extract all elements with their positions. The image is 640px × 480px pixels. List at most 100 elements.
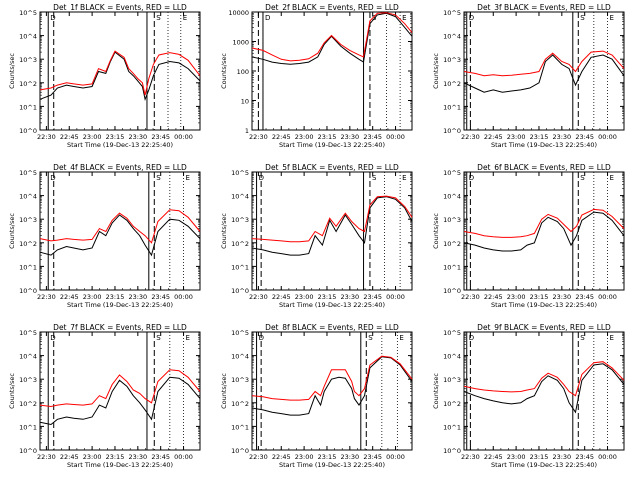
y-tick-label: 10^2 bbox=[231, 240, 249, 248]
x-axis-label: Start Time (19-Dec-13 22:25:40) bbox=[67, 141, 173, 149]
flag-label: E bbox=[399, 334, 403, 342]
plot-frame bbox=[251, 11, 413, 131]
y-tick-label: 10^1 bbox=[443, 423, 461, 431]
y-tick-label: 10^1 bbox=[19, 263, 37, 271]
panel-title: Det_4f BLACK = Events, RED = LLD bbox=[53, 163, 187, 172]
flag-label: S bbox=[156, 334, 161, 342]
flag-label: E bbox=[402, 174, 406, 182]
y-tick-label: 10^4 bbox=[443, 193, 461, 201]
x-tick-label: 23:30 bbox=[552, 133, 571, 141]
x-tick-label: 23:00 bbox=[295, 453, 314, 461]
plot-frame bbox=[39, 11, 201, 131]
x-tick-label: 22:30 bbox=[461, 453, 480, 461]
flag-label: E bbox=[610, 334, 614, 342]
x-tick-label: 00:00 bbox=[174, 293, 193, 301]
y-axis-label: Counts/sec bbox=[432, 373, 440, 409]
flag-label: D bbox=[50, 174, 55, 182]
x-tick-label: 22:30 bbox=[37, 453, 56, 461]
flag-label: D bbox=[50, 14, 55, 22]
series-line-lld bbox=[251, 12, 413, 62]
x-tick-label: 23:45 bbox=[151, 293, 170, 301]
x-tick-label: 00:00 bbox=[598, 293, 617, 301]
plot-frame bbox=[463, 171, 625, 291]
y-tick-label: 10^0 bbox=[443, 287, 461, 295]
x-tick-label: 22:30 bbox=[461, 133, 480, 141]
panel-title: Det_5f BLACK = Events, RED = LLD bbox=[265, 163, 399, 172]
x-tick-label: 23:15 bbox=[106, 293, 125, 301]
y-tick-label: 10^4 bbox=[231, 353, 249, 361]
y-tick-label: 10^4 bbox=[19, 33, 37, 41]
y-tick-label: 10^0 bbox=[19, 447, 37, 455]
y-tick-label: 10^3 bbox=[231, 216, 249, 224]
panel-title: Det_3f BLACK = Events, RED = LLD bbox=[477, 3, 611, 12]
y-tick-label: 10^4 bbox=[443, 33, 461, 41]
x-tick-label: 23:15 bbox=[318, 133, 337, 141]
x-tick-label: 00:00 bbox=[598, 133, 617, 141]
x-tick-label: 23:00 bbox=[507, 453, 526, 461]
series-line-events bbox=[39, 51, 201, 102]
y-tick-label: 10^2 bbox=[19, 240, 37, 248]
x-axis-label: Start Time (19-Dec-13 22:25:40) bbox=[279, 301, 385, 309]
x-tick-label: 22:45 bbox=[484, 133, 503, 141]
panel-det-4f: Det_4f BLACK = Events, RED = LLD 10^0 10^1… bbox=[8, 163, 201, 309]
y-tick-label: 10^5 bbox=[19, 169, 37, 177]
x-tick-label: 00:00 bbox=[174, 133, 193, 141]
panel-det-2f: Det_2f BLACK = Events, RED = LLD 1 10 100 10… bbox=[220, 3, 413, 149]
series-line-lld bbox=[251, 195, 413, 243]
y-tick-label: 1000 bbox=[232, 39, 249, 47]
y-tick-label: 10^2 bbox=[19, 400, 37, 408]
y-tick-label: 10^1 bbox=[231, 263, 249, 271]
x-axis-label: Start Time (19-Dec-13 22:25:40) bbox=[279, 461, 385, 469]
x-tick-label: 23:45 bbox=[575, 453, 594, 461]
y-tick-label: 10^4 bbox=[443, 353, 461, 361]
y-tick-label: 10 bbox=[241, 98, 249, 106]
x-tick-label: 23:45 bbox=[151, 453, 170, 461]
flag-label: D bbox=[259, 334, 264, 342]
x-tick-label: 23:30 bbox=[552, 293, 571, 301]
y-tick-label: 10^5 bbox=[19, 9, 37, 17]
series-line-lld bbox=[39, 369, 201, 408]
y-tick-label: 100 bbox=[237, 68, 249, 76]
panel-det-1f: Det_1f BLACK = Events, RED = LLD 10^0 10^1… bbox=[8, 3, 201, 149]
y-tick-label: 10^3 bbox=[443, 376, 461, 384]
y-axis-label: Counts/sec bbox=[8, 373, 16, 409]
x-tick-label: 22:45 bbox=[484, 293, 503, 301]
x-tick-label: 23:00 bbox=[295, 293, 314, 301]
series-line-lld bbox=[39, 209, 201, 244]
x-tick-label: 00:00 bbox=[174, 453, 193, 461]
x-tick-label: 23:30 bbox=[340, 293, 359, 301]
x-axis-label: Start Time (19-Dec-13 22:25:40) bbox=[279, 141, 385, 149]
series-line-events bbox=[39, 214, 201, 257]
flag-label: S bbox=[156, 14, 161, 22]
x-tick-label: 22:30 bbox=[249, 133, 268, 141]
y-axis-label: Counts/sec bbox=[432, 53, 440, 89]
series-line-lld bbox=[463, 208, 625, 238]
x-tick-label: 23:00 bbox=[83, 133, 102, 141]
x-tick-label: 23:00 bbox=[83, 293, 102, 301]
x-tick-label: 22:45 bbox=[60, 293, 79, 301]
x-tick-label: 22:45 bbox=[272, 293, 291, 301]
y-tick-label: 10^0 bbox=[19, 287, 37, 295]
series-line-events bbox=[251, 12, 413, 65]
x-tick-label: 00:00 bbox=[386, 453, 405, 461]
y-axis-label: Counts/sec bbox=[220, 213, 228, 249]
x-tick-label: 23:15 bbox=[530, 293, 549, 301]
flag-label: S bbox=[580, 174, 585, 182]
panel-title: Det_9f BLACK = Events, RED = LLD bbox=[477, 323, 611, 332]
x-tick-label: 22:30 bbox=[249, 453, 268, 461]
x-axis-label: Start Time (19-Dec-13 22:25:40) bbox=[491, 141, 597, 149]
plot-frame bbox=[251, 331, 413, 451]
series-line-lld bbox=[463, 50, 625, 77]
x-tick-label: 22:30 bbox=[37, 293, 56, 301]
x-tick-label: 00:00 bbox=[386, 293, 405, 301]
x-tick-label: 23:45 bbox=[575, 293, 594, 301]
series-line-lld bbox=[39, 50, 201, 96]
y-tick-label: 10^5 bbox=[231, 169, 249, 177]
panel-title: Det_1f BLACK = Events, RED = LLD bbox=[53, 3, 187, 12]
y-tick-label: 10^1 bbox=[19, 423, 37, 431]
x-tick-label: 23:15 bbox=[530, 133, 549, 141]
panel-det-5f: Det_5f BLACK = Events, RED = LLD 10^0 10^1… bbox=[220, 163, 413, 309]
y-tick-label: 10^3 bbox=[19, 56, 37, 64]
y-tick-label: 10^2 bbox=[443, 80, 461, 88]
x-tick-label: 22:45 bbox=[60, 133, 79, 141]
